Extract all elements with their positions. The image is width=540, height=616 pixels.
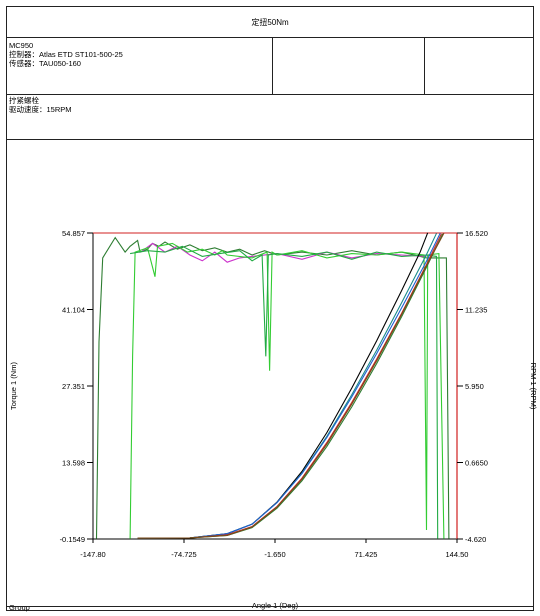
chart-box (6, 139, 534, 611)
x-tick-label: 144.50 (446, 550, 469, 559)
y-tick-label: 41.104 (62, 306, 85, 315)
x-tick-label: -74.725 (171, 550, 196, 559)
controller-text: 控制器：Atlas ETD ST101-500-25 (9, 50, 123, 59)
info-divider (272, 37, 273, 95)
info-divider-2 (424, 37, 425, 95)
y2-tick-label: 0.6650 (465, 459, 488, 468)
torque-series-line (137, 233, 445, 539)
process-speed: 驱动速度：15RPM (9, 105, 72, 114)
sensor-text: 传感器：TAU050-160 (9, 59, 81, 68)
y2-tick-label: 11.235 (465, 306, 487, 315)
model-text: MC950 (9, 41, 34, 50)
x-tick-label: 71.425 (355, 550, 378, 559)
y-tick-label: 54.857 (62, 229, 85, 238)
x-tick-label: -147.80 (80, 550, 105, 559)
rpm-series-line (130, 245, 439, 539)
rpm-series-line (95, 236, 450, 539)
plot-frame (92, 232, 458, 540)
torque-series-line (137, 232, 429, 539)
torque-series-line (137, 233, 437, 539)
y-axis-title: Torque 1 (Nm) (9, 362, 18, 410)
process-name: 拧紧螺栓 (9, 96, 39, 105)
x-tick-label: -1.650 (264, 550, 285, 559)
y-tick-label: 27.351 (62, 382, 85, 391)
group-label: Group (9, 603, 30, 612)
y2-tick-label: 5.950 (465, 382, 484, 391)
report-title: 定扭50Nm (251, 17, 289, 27)
y2-tick-label: -4.620 (465, 535, 486, 544)
torque-series-line (137, 233, 441, 539)
y2-tick-label: 16.520 (465, 229, 488, 238)
y2-axis-title: RPM 1 (RPM) (529, 363, 538, 410)
footer-line (6, 606, 534, 607)
rpm-series-line (129, 242, 445, 539)
y-tick-label: 13.598 (62, 459, 85, 468)
y-tick-label: -0.1549 (60, 535, 85, 544)
x-axis-title: Angle 1 (Deg) (252, 601, 299, 610)
